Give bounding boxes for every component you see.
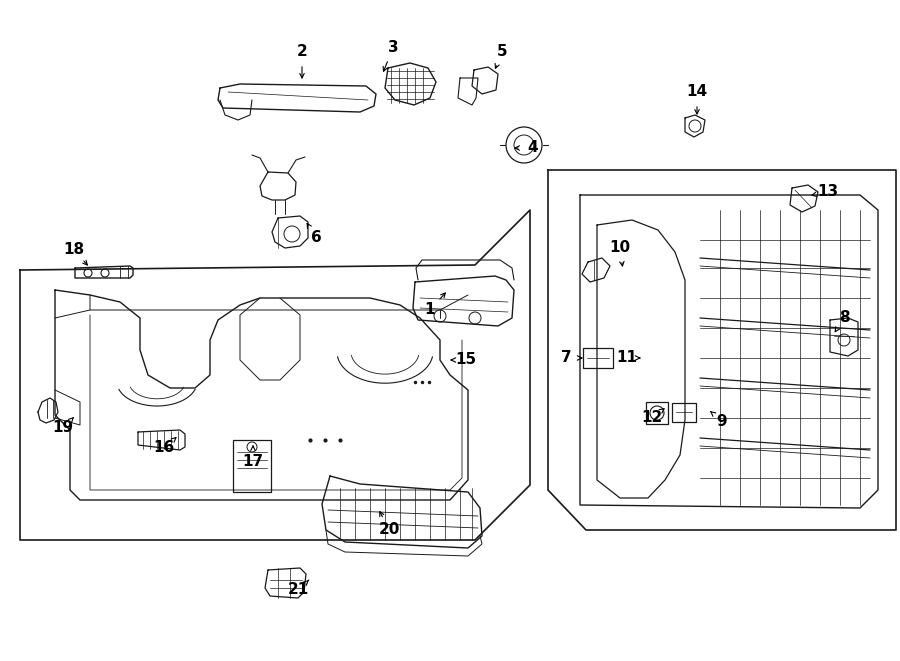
Text: 16: 16 <box>153 440 175 455</box>
Text: 2: 2 <box>297 44 308 59</box>
Text: 20: 20 <box>378 522 400 537</box>
Text: 8: 8 <box>839 311 850 325</box>
Text: 14: 14 <box>687 85 707 100</box>
Text: 9: 9 <box>716 414 727 428</box>
Text: 10: 10 <box>609 241 631 256</box>
Text: 6: 6 <box>310 231 321 245</box>
Text: 13: 13 <box>817 184 839 200</box>
Text: 17: 17 <box>242 455 264 469</box>
Text: 21: 21 <box>287 582 309 598</box>
Bar <box>583 348 613 368</box>
Text: 15: 15 <box>455 352 477 368</box>
Text: 12: 12 <box>642 410 662 426</box>
Bar <box>646 402 668 424</box>
Text: 1: 1 <box>425 303 436 317</box>
Text: 4: 4 <box>527 141 538 155</box>
Bar <box>233 440 271 492</box>
Text: 19: 19 <box>52 420 74 436</box>
Text: 18: 18 <box>63 243 85 258</box>
Text: 3: 3 <box>388 40 399 56</box>
Text: 7: 7 <box>561 350 572 366</box>
Bar <box>672 403 696 422</box>
Text: 5: 5 <box>497 44 508 59</box>
Text: 11: 11 <box>616 350 637 366</box>
